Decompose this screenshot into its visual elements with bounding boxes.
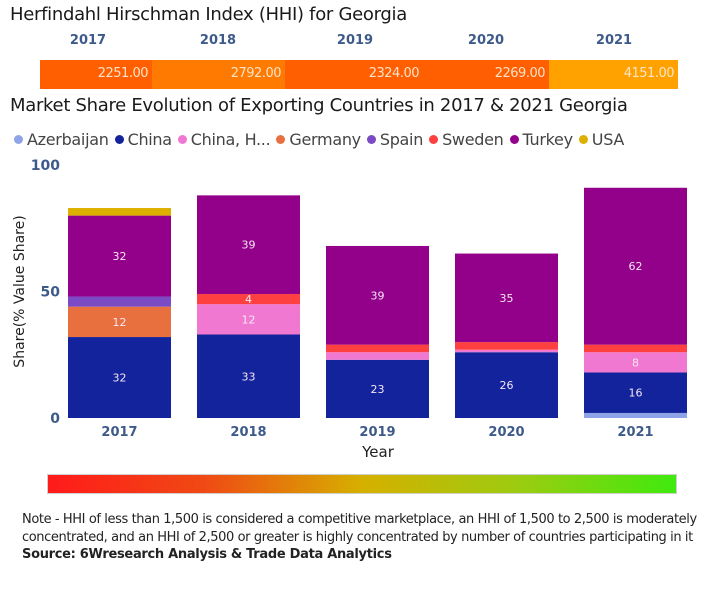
- legend-marker-icon: [114, 135, 124, 144]
- data-label: 39: [371, 289, 385, 302]
- hhi-title: Herfindahl Hirschman Index (HHI) for Geo…: [10, 4, 407, 25]
- legend-marker-icon: [509, 135, 519, 144]
- x-tick-label: 2020: [488, 425, 524, 440]
- hhi-year-label: 2019: [336, 33, 374, 48]
- data-label: 62: [629, 260, 643, 273]
- bar-segment-turkey: [197, 195, 300, 295]
- legend-marker-icon: [14, 135, 23, 144]
- bar-segment-china: [584, 372, 687, 413]
- hhi-value: 2251.00: [97, 66, 149, 81]
- y-tick-label: 100: [31, 158, 60, 174]
- legend-item[interactable]: Azerbaijan: [14, 130, 109, 149]
- y-tick-label: 50: [41, 285, 61, 301]
- hhi-year-label: 2021: [595, 33, 633, 48]
- legend-label: Sweden: [442, 130, 504, 149]
- bar-segment-sweden: [326, 344, 429, 353]
- hhi-bar: 2251.00 2792.00 2324.00 2269.00 4151.00: [40, 60, 678, 89]
- legend-label: Azerbaijan: [27, 130, 109, 149]
- hhi-value: 2792.00: [230, 66, 282, 81]
- hhi-year-label: 2020: [467, 33, 505, 48]
- bar-segment-china-h: [584, 352, 687, 373]
- bar-segment-usa: [68, 208, 171, 216]
- bar-segment-sweden: [197, 294, 300, 305]
- x-tick-label: 2021: [617, 425, 653, 440]
- hhi-value: 2269.00: [494, 66, 546, 81]
- data-label: 32: [113, 250, 127, 263]
- hhi-segment-2018[interactable]: 2792.00: [152, 60, 285, 89]
- hhi-value: 4151.00: [623, 66, 675, 81]
- bar-segment-sweden: [584, 344, 687, 353]
- legend: Azerbaijan China China, H... Germany Spain Sw…: [14, 130, 624, 149]
- y-tick-label: 0: [50, 411, 60, 427]
- bar-segment-china: [455, 352, 558, 418]
- data-label: 12: [113, 316, 127, 329]
- data-label: 8: [632, 356, 639, 369]
- hhi-segment-2017[interactable]: 2251.00: [40, 60, 152, 89]
- bar-segment-china-h: [197, 304, 300, 335]
- data-label: 23: [371, 383, 385, 396]
- data-label: 4: [245, 293, 252, 306]
- bar-segment-azerbaijan: [584, 412, 687, 418]
- bar-segment-turkey: [455, 253, 558, 343]
- x-axis-label: Year: [361, 443, 395, 461]
- bar-segment-sweden: [455, 342, 558, 350]
- x-tick-label: 2018: [230, 425, 266, 440]
- hhi-year-label: 2017: [69, 33, 107, 48]
- stacked-bar-chart: 0 50 100 Share(% Value Share) 32 12 32 2017 33 12…: [12, 158, 687, 461]
- legend-item[interactable]: USA: [578, 130, 625, 149]
- hhi-segment-2020[interactable]: 2269.00: [423, 60, 549, 89]
- legend-label: China: [127, 130, 173, 149]
- data-label: 39: [242, 239, 256, 252]
- legend-marker-icon: [578, 135, 588, 144]
- legend-marker-icon: [177, 135, 187, 144]
- bar-segment-spain: [68, 296, 171, 307]
- legend-label: China, H...: [190, 130, 271, 149]
- legend-item[interactable]: Germany: [276, 130, 361, 149]
- x-tick-label: 2017: [101, 425, 137, 440]
- legend-item[interactable]: Turkey: [509, 130, 574, 149]
- bar-segment-turkey: [68, 215, 171, 297]
- legend-label: Spain: [379, 130, 424, 149]
- bar-segment-china: [326, 359, 429, 418]
- hhi-segment-2021[interactable]: 4151.00: [549, 60, 678, 89]
- legend-marker-icon: [276, 135, 286, 144]
- y-axis-label: Share(% Value Share): [12, 215, 28, 367]
- bar-segment-germany: [68, 306, 171, 338]
- legend-marker-icon: [429, 135, 439, 144]
- hhi-value: 2324.00: [368, 66, 420, 81]
- legend-item[interactable]: Sweden: [429, 130, 504, 149]
- data-label: 12: [242, 313, 256, 326]
- hhi-segment-2019[interactable]: 2324.00: [285, 60, 423, 89]
- legend-marker-icon: [366, 135, 376, 144]
- legend-item[interactable]: China: [114, 130, 173, 149]
- data-label: 33: [242, 370, 256, 383]
- data-label: 16: [629, 387, 643, 400]
- legend-label: USA: [591, 130, 625, 149]
- data-label: 26: [500, 379, 514, 392]
- chart-title: Market Share Evolution of Exporting Coun…: [10, 95, 628, 116]
- data-label: 32: [113, 372, 127, 385]
- bar-segment-china-h: [455, 349, 558, 353]
- legend-item[interactable]: Spain: [366, 130, 424, 149]
- x-tick-label: 2019: [359, 425, 395, 440]
- legend-item[interactable]: China, H...: [177, 130, 271, 149]
- legend-label: Germany: [289, 130, 361, 149]
- bar-segment-china-h: [326, 352, 429, 360]
- hhi-year-label: 2018: [199, 33, 237, 48]
- note-text: Note - HHI of less than 1,500 is conside…: [22, 512, 697, 545]
- legend-label: Turkey: [522, 130, 574, 149]
- concentration-gradient-scale: [47, 474, 677, 494]
- bar-segment-turkey: [584, 187, 687, 345]
- bar-segment-turkey: [326, 245, 429, 345]
- bar-segment-china: [197, 334, 300, 418]
- source-text: Source: 6Wresearch Analysis & Trade Data…: [22, 547, 392, 562]
- data-label: 35: [500, 292, 514, 305]
- bar-segment-china: [68, 337, 171, 418]
